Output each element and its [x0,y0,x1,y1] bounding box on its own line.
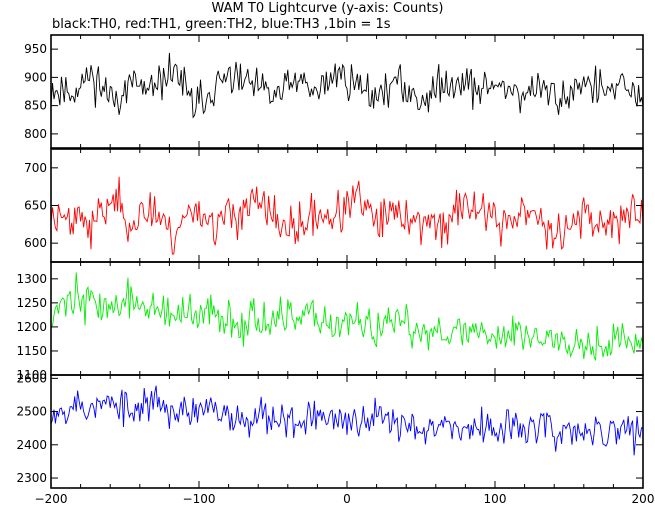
x-tick-label: 0 [343,492,351,505]
y-tick-label: 600 [24,236,47,250]
panel-th2: 1100 1150 1200 1250 1300 [16,261,644,382]
y-tick-label: 1100 [16,368,47,382]
series-line-th1 [51,176,643,255]
x-tick-label: 200 [632,492,655,505]
y-tick-label: 650 [24,199,47,213]
y-tick-label: 1300 [16,272,47,286]
y-tick-label: 800 [24,127,47,141]
y-tick-label: 2500 [16,405,47,419]
panel-th1: 600 650 700 [24,148,644,263]
panel-th3: 2300 2400 2500 2600 [16,371,644,489]
y-tick-label: 1250 [16,296,47,310]
series-line-th2 [51,272,643,361]
x-tick-label: −200 [35,492,68,505]
y-tick-label: 700 [24,161,47,175]
y-tick-label: 900 [24,70,47,84]
chart-subtitle: black:TH0, red:TH1, green:TH2, blue:TH3 … [52,17,391,32]
y-tick-label: 850 [24,99,47,113]
x-tick-label: −100 [183,492,216,505]
y-tick-label: 2300 [16,471,47,485]
panel-th0: 800 850 900 950 [24,34,644,149]
series-line-th0 [51,52,643,119]
x-tick-label: 100 [484,492,507,505]
y-tick-label: 2400 [16,438,47,452]
chart-title: WAM T0 Lightcurve (y-axis: Counts) [211,1,444,16]
y-tick-label: 1200 [16,320,47,334]
series-line-th3 [51,385,643,456]
y-tick-label: 950 [24,42,47,56]
y-tick-label: 2600 [16,371,47,385]
y-tick-label: 1150 [16,344,47,358]
